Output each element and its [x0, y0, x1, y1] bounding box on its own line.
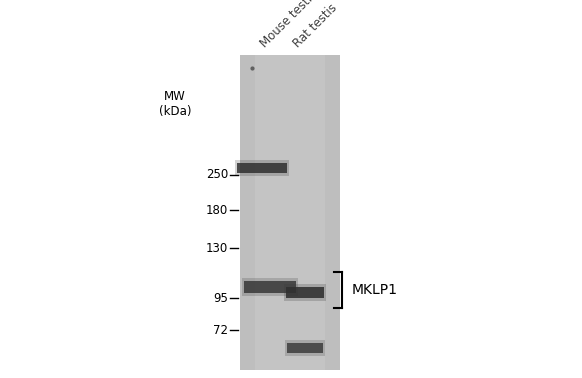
Text: 180: 180 [206, 203, 228, 217]
Text: MW
(kDa): MW (kDa) [159, 90, 191, 118]
Bar [242, 278, 298, 296]
Bar [237, 163, 287, 173]
Text: Mouse testis: Mouse testis [258, 0, 320, 50]
Bar [244, 281, 296, 293]
Bar [286, 287, 324, 297]
Bar [255, 55, 325, 370]
Text: MKLP1: MKLP1 [352, 283, 398, 297]
Text: 130: 130 [206, 242, 228, 254]
Text: 95: 95 [213, 291, 228, 305]
Text: Rat testis: Rat testis [291, 1, 340, 50]
Text: 250: 250 [206, 169, 228, 181]
Bar [285, 340, 325, 356]
Bar [287, 343, 323, 353]
Bar [235, 160, 289, 176]
Bar [284, 284, 326, 301]
Text: 72: 72 [213, 324, 228, 336]
Bar [240, 55, 340, 370]
